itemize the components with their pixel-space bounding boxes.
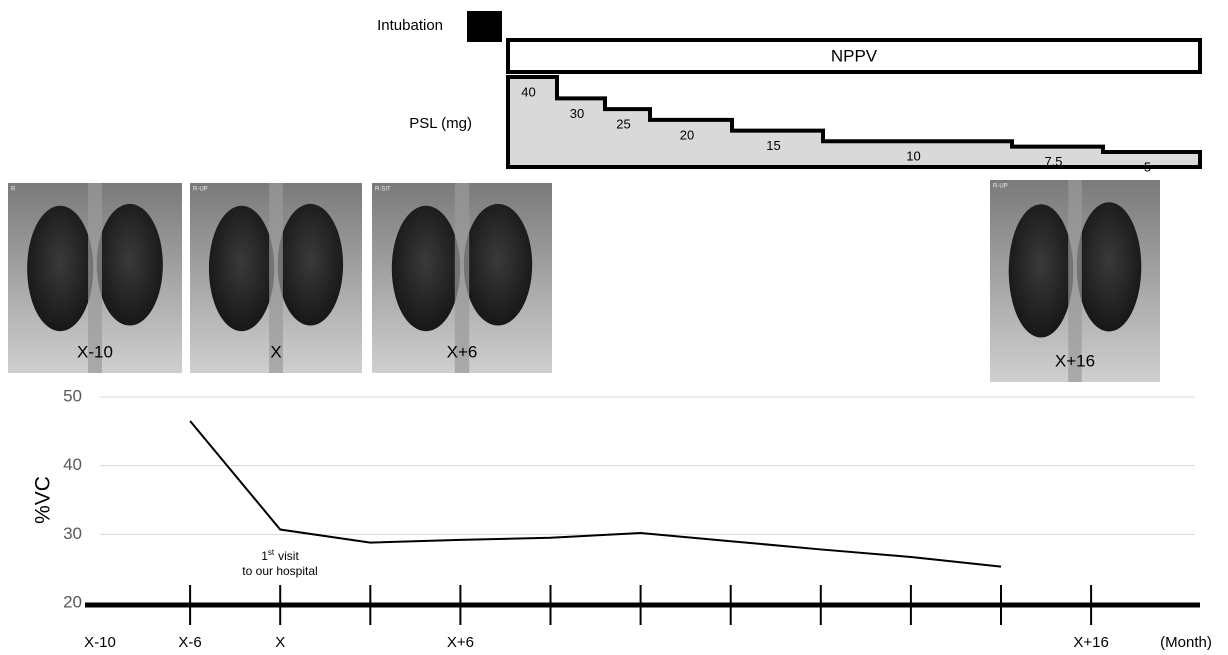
xray-marker: R: [11, 187, 16, 193]
y-tick-label: 20: [63, 592, 82, 611]
figure: Intubation NPPV PSL (mg) 40 30 25 20 15 10 7.5…: [0, 0, 1228, 655]
xray-marker: R-UP: [193, 187, 208, 193]
psl-dose: 15: [766, 138, 780, 153]
xray-images: R X-10 R-UP X R-SIT X+6 R-UP X+16: [8, 180, 1160, 382]
xray-lung: [97, 204, 163, 326]
xray-label: X: [270, 342, 281, 361]
xray-lung: [27, 206, 93, 331]
psl-steps: 40 30 25 20 15 10 7.5 5: [508, 77, 1200, 174]
x-tick-label: X+6: [447, 634, 474, 651]
xray-marker: R-UP: [993, 184, 1008, 190]
psl-dose: 30: [570, 106, 584, 121]
y-tick-label: 40: [63, 455, 82, 474]
psl-dose: 25: [616, 117, 630, 132]
nppv-label: NPPV: [831, 46, 878, 65]
xray-lung: [392, 206, 460, 331]
psl-dose: 10: [906, 149, 920, 164]
xray-lung: [278, 204, 343, 326]
xray-lung: [209, 206, 274, 331]
xray-label: X+6: [447, 342, 478, 361]
xray-label: X-10: [77, 342, 113, 361]
x-tick-label: X: [275, 634, 285, 651]
psl-dose: 20: [680, 127, 694, 142]
vc-line: [190, 421, 1001, 567]
xray-label: X+16: [1055, 351, 1095, 370]
annotation: to our hospital: [242, 564, 317, 578]
annotation-part: visit: [278, 549, 299, 563]
xray-lung: [1009, 204, 1074, 337]
psl-dose: 5: [1144, 159, 1151, 174]
y-tick-label: 50: [63, 386, 82, 405]
y-axis-label: %VC: [32, 476, 55, 524]
xray-lung: [1077, 202, 1142, 331]
y-tick-label: 30: [63, 524, 82, 543]
psl-dose: 7.5: [1044, 154, 1062, 169]
annotation-part: st: [268, 548, 275, 557]
psl-label: PSL (mg): [409, 115, 472, 132]
psl-outline: [508, 77, 1200, 167]
intubation-label: Intubation: [377, 17, 443, 34]
x-tick-label: X-6: [178, 634, 201, 651]
x-tick-label: X-10: [84, 634, 116, 651]
x-tick-label: X+16: [1073, 634, 1108, 651]
xray-marker: R-SIT: [375, 187, 391, 193]
x-unit: (Month): [1160, 634, 1212, 651]
intubation-box: [467, 11, 502, 42]
xray-lung: [464, 204, 532, 326]
psl-dose: 40: [521, 84, 535, 99]
